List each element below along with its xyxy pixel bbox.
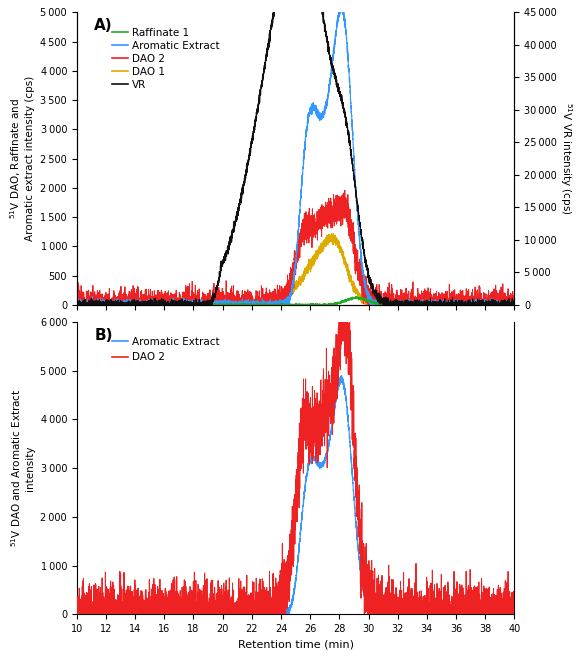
Y-axis label: $^{51}$V DAO, Raffinate and
Aromatic extract intensity (cps): $^{51}$V DAO, Raffinate and Aromatic ext… xyxy=(8,76,35,241)
Legend: Aromatic Extract, DAO 2: Aromatic Extract, DAO 2 xyxy=(108,333,224,367)
Legend: Raffinate 1, Aromatic Extract, DAO 2, DAO 1, VR: Raffinate 1, Aromatic Extract, DAO 2, DA… xyxy=(108,24,224,94)
Y-axis label: $^{51}$V DAO and Aromatic Extract
intensity: $^{51}$V DAO and Aromatic Extract intens… xyxy=(9,389,35,547)
X-axis label: Retention time (min): Retention time (min) xyxy=(237,640,354,649)
Y-axis label: $^{51}$V VR intensity (cps): $^{51}$V VR intensity (cps) xyxy=(558,102,574,215)
Text: B): B) xyxy=(94,328,113,343)
Text: A): A) xyxy=(94,18,113,33)
